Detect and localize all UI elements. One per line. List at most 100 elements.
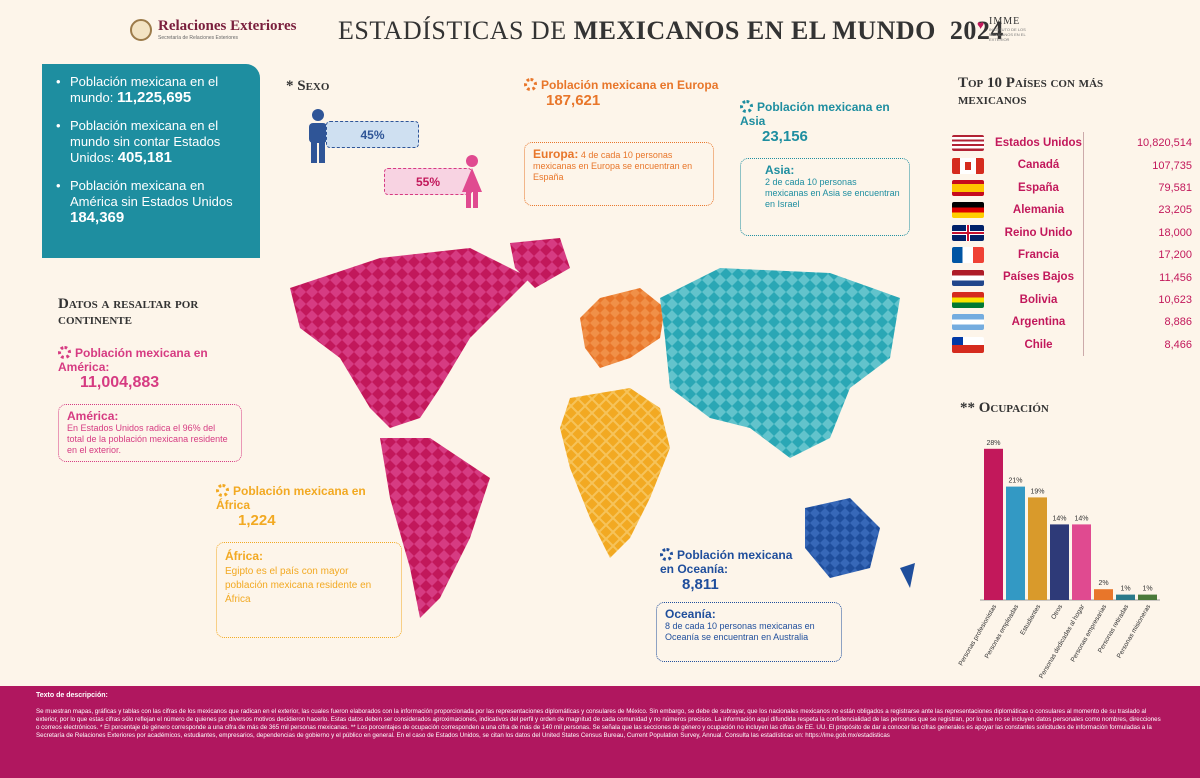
top10-value: 18,000 <box>1158 226 1192 239</box>
gear-icon <box>58 346 71 359</box>
top10-country: Canadá <box>994 154 1084 177</box>
flag-fr-icon <box>952 247 984 264</box>
top10-country: España <box>994 176 1084 200</box>
asia-stat: Población mexicana en Asia 23,156 <box>740 100 890 145</box>
top10-row: Canadá 107,735 <box>952 154 1196 177</box>
top10-row: Países Bajos 11,456 <box>952 266 1196 289</box>
flag-uk-icon <box>952 224 984 241</box>
chart-value-label: 1% <box>1142 586 1152 593</box>
oceania-note: Oceanía: 8 de cada 10 personas mexicanas … <box>656 602 842 662</box>
america-note: América: En Estados Unidos radica el 96% … <box>58 404 242 462</box>
flag-cl-icon <box>952 336 984 353</box>
chart-value-label: 19% <box>1030 488 1044 495</box>
top10-country: Estados Unidos <box>994 132 1084 155</box>
female-percentage: 55% <box>384 168 472 195</box>
chart-value-label: 14% <box>1074 515 1088 522</box>
flag-bo-icon <box>952 291 984 308</box>
gear-icon <box>740 100 753 113</box>
africa-note: África: Egipto es el país con mayor pobla… <box>216 542 402 638</box>
male-percentage: 45% <box>326 121 419 148</box>
logo-subtitle: Secretaría de Relaciones Exteriores <box>158 35 239 41</box>
top10-country: Alemania <box>994 199 1084 222</box>
chart-category-label: Personas profesionistas <box>957 603 998 667</box>
chart-bar <box>1116 594 1135 600</box>
top10-row: Alemania 23,205 <box>952 199 1196 222</box>
chart-category-label: Estudiantes <box>1019 603 1042 637</box>
europa-note: Europa: 4 de cada 10 personas mexicanas … <box>524 142 714 206</box>
top10-row: Argentina 8,886 <box>952 311 1196 334</box>
chart-bar <box>1006 486 1025 600</box>
chart-bar <box>1072 524 1091 600</box>
chart-value-label: 1% <box>1120 586 1130 593</box>
male-icon <box>309 109 327 163</box>
chart-bar <box>1050 524 1069 600</box>
americas-shape <box>290 238 570 618</box>
top10-country: Países Bajos <box>994 266 1084 289</box>
america-stat: Población mexicana en América: 11,004,88… <box>58 346 208 391</box>
chart-value-label: 2% <box>1098 580 1108 587</box>
chart-bar <box>1028 497 1047 600</box>
top10-value: 79,581 <box>1158 181 1192 194</box>
footer: Texto de descripción: Se muestran mapas,… <box>0 686 1200 778</box>
top10-row: Reino Unido 18,000 <box>952 221 1196 244</box>
top10-country: Francia <box>994 243 1084 267</box>
gear-icon <box>660 548 673 561</box>
top10-country: Bolivia <box>994 288 1084 312</box>
sexo-title: * Sexo <box>286 78 330 94</box>
oceania-stat: Población mexicana en Oceanía: 8,811 <box>660 548 793 593</box>
footer-title: Texto de descripción: <box>36 692 108 699</box>
summary-box: Población mexicana en el mundo: 11,225,6… <box>42 64 260 258</box>
top10-value: 10,820,514 <box>1136 137 1192 150</box>
page-title: ESTADÍSTICAS DE MEXICANOS EN EL MUNDO 20… <box>338 16 1004 45</box>
summary-item: Población mexicana en el mundo sin conta… <box>56 118 248 166</box>
top10-row: Francia 17,200 <box>952 243 1196 267</box>
top10-value: 17,200 <box>1158 249 1192 262</box>
top10-value: 8,886 <box>1164 316 1192 329</box>
flag-nl-icon <box>952 269 984 286</box>
africa-shape <box>560 388 670 558</box>
chart-value-label: 21% <box>1008 478 1022 485</box>
top10-row: Bolivia 10,623 <box>952 288 1196 312</box>
female-icon <box>462 155 482 208</box>
top10-value: 23,205 <box>1158 204 1192 217</box>
gear-icon <box>216 484 229 497</box>
chart-bar <box>984 448 1003 600</box>
flag-de-icon <box>952 202 984 219</box>
top10-value: 8,466 <box>1164 338 1192 351</box>
imme-heart-icon: ♥ <box>977 18 985 32</box>
footer-body: Se muestran mapas, gráficas y tablas con… <box>36 708 1161 739</box>
top10-row: Estados Unidos 10,820,514 <box>952 132 1196 155</box>
flag-ar-icon <box>952 314 984 331</box>
top10-value: 11,456 <box>1159 271 1192 284</box>
flag-es-icon <box>952 179 984 196</box>
world-map <box>290 238 915 618</box>
chart-bar <box>1094 589 1113 600</box>
top10-title: Top 10 Países con más mexicanos <box>958 75 1104 108</box>
logo-name: Relaciones Exteriores <box>158 18 297 34</box>
eagle-seal-icon <box>130 18 152 41</box>
top10-country: Chile <box>994 333 1084 356</box>
gear-icon <box>524 78 537 91</box>
europe-shape <box>580 288 665 368</box>
top10-value: 107,735 <box>1152 159 1192 172</box>
asia-note: Asia: 2 de cada 10 personas mexicanas en … <box>740 158 910 236</box>
top10-table: Estados Unidos 10,820,514 Canadá 107,735 Esp… <box>952 132 1196 356</box>
chart-value-label: 28% <box>986 440 1000 447</box>
asia-shape <box>660 268 900 458</box>
africa-stat: Población mexicana en África 1,224 <box>216 484 366 529</box>
summary-item: Población mexicana en el mundo: 11,225,6… <box>56 74 248 106</box>
chart-bar <box>1138 594 1157 600</box>
chart-value-label: 14% <box>1052 515 1066 522</box>
year: 2024 <box>949 16 1004 45</box>
top10-row: España 79,581 <box>952 176 1196 200</box>
ocupacion-title: ** Ocupación <box>960 400 1049 416</box>
top10-country: Reino Unido <box>994 221 1084 244</box>
summary-item: Población mexicana en América sin Estado… <box>56 178 248 226</box>
top10-country: Argentina <box>994 311 1084 334</box>
imme-logo: ♥ IMME INSTITUTO DE LOS MEXICANOS EN EL … <box>977 16 1026 42</box>
oceania-shape <box>805 498 915 588</box>
datos-title: Datos a resaltar por continente <box>58 296 199 328</box>
flag-ca-icon <box>952 157 984 174</box>
sre-logo: Relaciones Exteriores Secretaría de Rela… <box>130 18 296 41</box>
